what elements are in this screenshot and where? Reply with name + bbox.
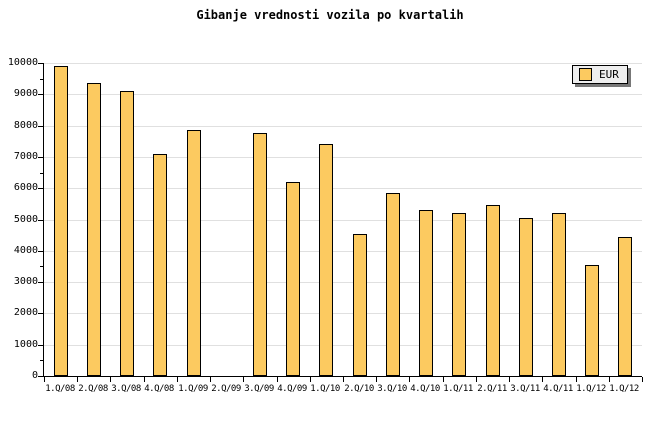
bar-3.Q/09 bbox=[253, 133, 267, 376]
x-axis-label-2: 3.Q/08 bbox=[111, 384, 141, 394]
y-axis-label-4000: 4000 bbox=[13, 245, 38, 256]
gridline-9000 bbox=[44, 94, 642, 95]
y-minor-tick bbox=[40, 313, 43, 314]
gridline-8000 bbox=[44, 126, 642, 127]
bar-4.Q/09 bbox=[286, 182, 300, 376]
bar-3.Q/11 bbox=[519, 218, 533, 376]
x-boundary-tick bbox=[642, 377, 643, 382]
x-axis-label-14: 3.Q/11 bbox=[510, 384, 540, 394]
x-boundary-tick bbox=[44, 377, 45, 382]
x-boundary-tick bbox=[243, 377, 244, 382]
x-axis-label-16: 1.Q/12 bbox=[576, 384, 606, 394]
gridline-7000 bbox=[44, 157, 642, 158]
x-boundary-tick bbox=[509, 377, 510, 382]
gridline-4000 bbox=[44, 251, 642, 252]
y-axis-label-5000: 5000 bbox=[13, 214, 38, 225]
y-minor-tick bbox=[40, 126, 43, 127]
y-axis-label-1000: 1000 bbox=[13, 339, 38, 350]
x-boundary-tick bbox=[609, 377, 610, 382]
bar-2.Q/11 bbox=[486, 205, 500, 376]
legend-label: EUR bbox=[599, 68, 619, 81]
x-boundary-tick bbox=[409, 377, 410, 382]
x-axis-label-0: 1.Q/08 bbox=[45, 384, 75, 394]
chart-title: Gibanje vrednosti vozila po kvartalih bbox=[196, 8, 464, 22]
bar-3.Q/08 bbox=[120, 91, 134, 376]
x-axis-label-17: 1.Q/12 bbox=[609, 384, 639, 394]
x-axis-label-8: 1.Q/10 bbox=[310, 384, 340, 394]
plot-area bbox=[38, 63, 643, 382]
x-boundary-tick bbox=[144, 377, 145, 382]
y-axis-label-6000: 6000 bbox=[13, 182, 38, 193]
bar-1.Q/11 bbox=[452, 213, 466, 376]
bar-1.Q/12 bbox=[585, 265, 599, 376]
bar-4.Q/11 bbox=[552, 213, 566, 376]
legend-swatch-eur-icon bbox=[579, 68, 592, 81]
x-boundary-tick bbox=[77, 377, 78, 382]
x-boundary-tick bbox=[576, 377, 577, 382]
y-axis-label-0: 0 bbox=[31, 370, 38, 381]
x-boundary-tick bbox=[476, 377, 477, 382]
x-boundary-tick bbox=[376, 377, 377, 382]
x-boundary-tick bbox=[177, 377, 178, 382]
y-major-tick bbox=[38, 188, 43, 189]
x-boundary-tick bbox=[343, 377, 344, 382]
x-axis-label-3: 4.Q/08 bbox=[144, 384, 174, 394]
gridline-5000 bbox=[44, 220, 642, 221]
y-minor-tick bbox=[40, 266, 43, 267]
y-minor-tick bbox=[40, 79, 43, 80]
x-boundary-tick bbox=[210, 377, 211, 382]
y-major-tick bbox=[38, 376, 43, 377]
bar-1.Q/09 bbox=[187, 130, 201, 376]
y-axis-label-9000: 9000 bbox=[13, 88, 38, 99]
y-minor-tick bbox=[40, 220, 43, 221]
bar-3.Q/10 bbox=[386, 193, 400, 376]
y-major-tick bbox=[38, 345, 43, 346]
gridline-3000 bbox=[44, 282, 642, 283]
gridline-10000 bbox=[44, 63, 642, 64]
gridline-2000 bbox=[44, 313, 642, 314]
x-boundary-tick bbox=[310, 377, 311, 382]
y-axis-label-10000: 10000 bbox=[7, 57, 38, 68]
bar-2.Q/08 bbox=[87, 83, 101, 376]
y-major-tick bbox=[38, 282, 43, 283]
y-axis-label-8000: 8000 bbox=[13, 120, 38, 131]
bar-1.Q/10 bbox=[319, 144, 333, 376]
x-axis-label-6: 3.Q/09 bbox=[244, 384, 274, 394]
y-major-tick bbox=[38, 94, 43, 95]
x-axis-label-12: 1.Q/11 bbox=[443, 384, 473, 394]
x-boundary-tick bbox=[542, 377, 543, 382]
x-boundary-tick bbox=[110, 377, 111, 382]
x-boundary-tick bbox=[443, 377, 444, 382]
gridline-6000 bbox=[44, 188, 642, 189]
x-axis-label-1: 2.Q/08 bbox=[78, 384, 108, 394]
x-axis-label-5: 2.Q/09 bbox=[211, 384, 241, 394]
bar-1.Q/12 bbox=[618, 237, 632, 376]
x-boundary-tick bbox=[277, 377, 278, 382]
x-axis-label-10: 3.Q/10 bbox=[377, 384, 407, 394]
y-major-tick bbox=[38, 251, 43, 252]
bar-2.Q/10 bbox=[353, 234, 367, 376]
y-axis-label-2000: 2000 bbox=[13, 307, 38, 318]
gridline-1000 bbox=[44, 345, 642, 346]
y-major-tick bbox=[38, 63, 43, 64]
bar-1.Q/08 bbox=[54, 66, 68, 376]
bar-4.Q/10 bbox=[419, 210, 433, 376]
y-minor-tick bbox=[40, 360, 43, 361]
x-axis-label-4: 1.Q/09 bbox=[178, 384, 208, 394]
y-minor-tick bbox=[40, 173, 43, 174]
bar-4.Q/08 bbox=[153, 154, 167, 376]
y-axis-label-3000: 3000 bbox=[13, 276, 38, 287]
x-axis-label-9: 2.Q/10 bbox=[344, 384, 374, 394]
x-axis-label-7: 4.Q/09 bbox=[277, 384, 307, 394]
x-axis-label-13: 2.Q/11 bbox=[477, 384, 507, 394]
x-axis-label-11: 4.Q/10 bbox=[410, 384, 440, 394]
x-axis-label-15: 4.Q/11 bbox=[543, 384, 573, 394]
y-major-tick bbox=[38, 157, 43, 158]
y-axis-label-7000: 7000 bbox=[13, 151, 38, 162]
legend: EUR bbox=[572, 65, 628, 84]
